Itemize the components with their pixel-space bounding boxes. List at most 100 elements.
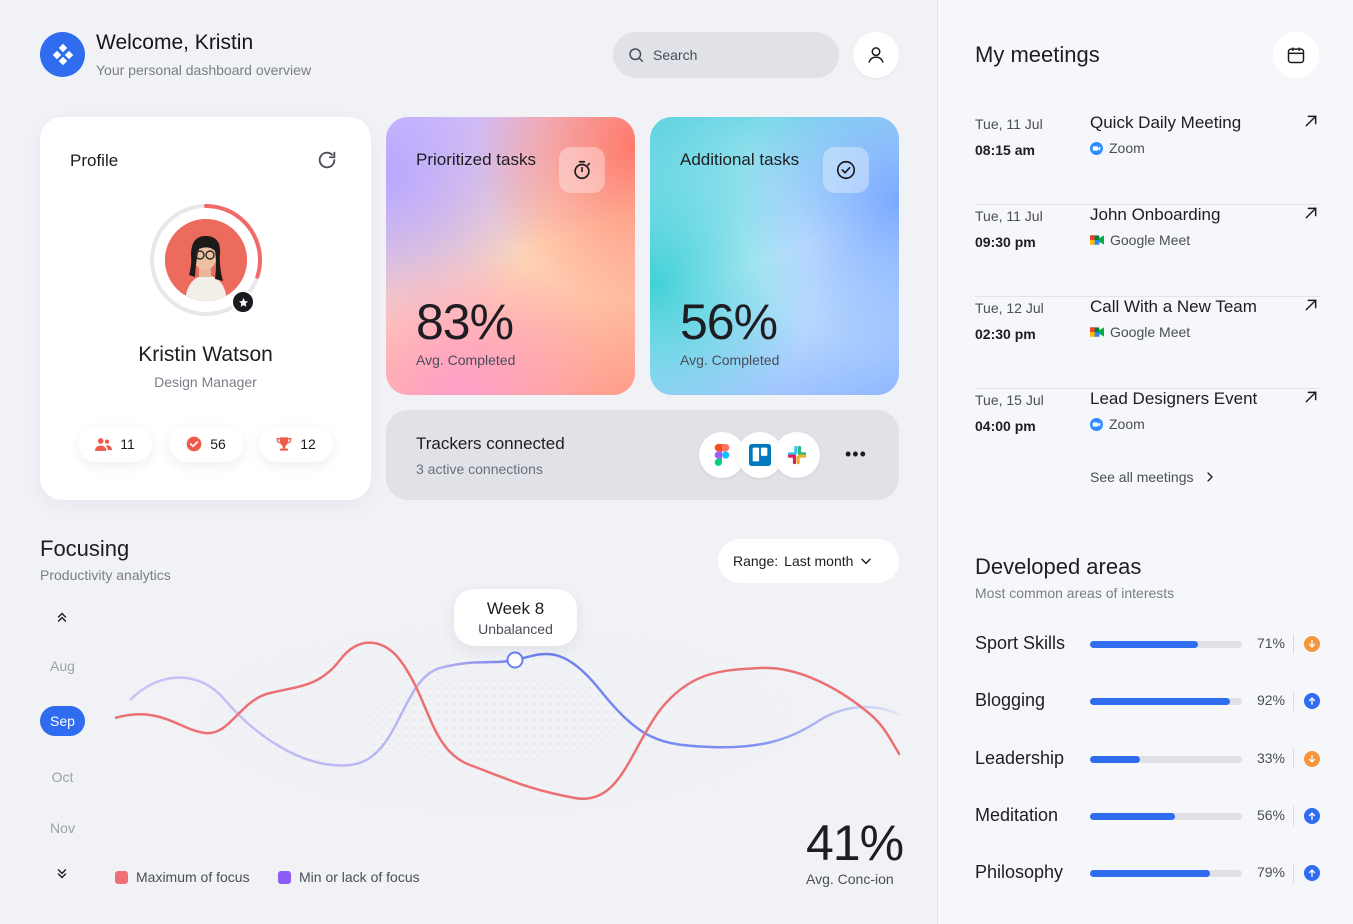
tasks-done-pill[interactable]: 56 [169,426,243,462]
meeting-time: 08:15 am [975,142,1035,158]
skill-progress-bar [1090,698,1242,705]
month-sep[interactable]: Sep [40,706,85,736]
meeting-time: 02:30 pm [975,326,1036,342]
skill-name: Leadership [975,748,1065,768]
meeting-item[interactable]: Tue, 15 Jul 04:00 pm Lead Designers Even… [975,389,1320,481]
open-meeting-button[interactable] [1303,113,1319,134]
meeting-date: Tue, 11 Jul [975,208,1043,224]
month-nov[interactable]: Nov [50,820,75,836]
skill-percent: 79% [1256,864,1285,880]
skill-name: Meditation [975,805,1059,825]
calendar-button[interactable] [1273,32,1319,78]
developed-areas-sub: Most common areas of interests [975,585,1175,601]
meeting-name: John Onboarding [1090,205,1221,224]
month-oct[interactable]: Oct [51,769,74,785]
team-count-pill[interactable]: 11 [78,426,152,462]
meeting-time: 09:30 pm [975,234,1036,250]
skill-percent: 92% [1256,692,1285,708]
zoom-icon [1090,141,1103,155]
divider [1293,863,1294,883]
search-input[interactable]: Search [613,32,839,78]
meeting-item[interactable]: Tue, 11 Jul 08:15 am Quick Daily Meeting… [975,113,1320,205]
meeting-platform: Google Meet [1090,232,1190,248]
scroll-up-button[interactable] [55,610,69,629]
calendar-icon [1287,47,1305,64]
trello-icon [749,444,771,466]
open-meeting-button[interactable] [1303,297,1319,318]
app-logo-icon[interactable] [40,32,85,77]
legend-max-focus: Maximum of focus [115,869,250,885]
additional-tasks-card[interactable]: Additional tasks 56% Avg. Completed [650,117,899,395]
trackers-title: Trackers connected [416,434,565,453]
meeting-item[interactable]: Tue, 11 Jul 09:30 pm John Onboarding Goo… [975,205,1320,297]
range-select[interactable]: Range: Last month [718,539,899,583]
focusing-title: Focusing [40,536,130,561]
refresh-icon [318,151,336,169]
team-count: 11 [120,436,135,452]
platform-label: Google Meet [1110,324,1191,340]
platform-label: Google Meet [1110,232,1191,248]
skill-name: Philosophy [975,862,1064,882]
google-meet-icon [1090,235,1104,245]
tasks-done-count: 56 [210,436,226,452]
meeting-name: Lead Designers Event [1090,389,1258,408]
week-marker[interactable] [506,651,524,669]
trend-up-icon [1304,865,1320,881]
arrow-up-right-icon [1305,299,1317,311]
trend-down-icon [1304,751,1320,767]
slack-app[interactable] [774,432,820,478]
check-badge-icon [186,436,202,452]
trello-app[interactable] [737,432,783,478]
dashboard-main: Welcome, Kristin Your personal dashboard… [40,31,905,887]
refresh-button[interactable] [316,149,338,176]
additional-value: 56% [680,294,778,350]
open-meeting-button[interactable] [1303,205,1319,226]
range-value: Last month [784,553,854,569]
awards-pill[interactable]: 12 [259,426,333,462]
meeting-platform: Zoom [1090,416,1145,432]
platform-label: Zoom [1109,140,1145,156]
divider [1293,691,1294,711]
profile-name: Kristin Watson [138,343,273,366]
skill-progress-fill [1090,813,1176,820]
divider [1293,806,1294,826]
more-options-button[interactable]: ••• [845,444,867,464]
avg-concentration-value: 41% [806,815,904,871]
timer-button[interactable] [559,147,605,193]
range-label: Range: [733,553,779,569]
legend-swatch [278,870,291,884]
skill-progress-bar [1090,756,1242,763]
check-button[interactable] [823,147,869,193]
trend-up-icon [1304,693,1320,709]
meeting-date: Tue, 15 Jul [975,392,1044,408]
prioritized-tasks-card[interactable]: Prioritized tasks 83% Avg. Completed [386,117,635,395]
meeting-date: Tue, 11 Jul [975,116,1043,132]
prioritized-sub: Avg. Completed [416,352,516,368]
user-account-button[interactable] [853,32,899,78]
figma-icon [714,444,730,466]
legend-swatch [115,870,128,884]
month-aug[interactable]: Aug [50,658,75,674]
avatar [165,219,247,301]
chevrons-down-icon [57,869,67,879]
focusing-sub: Productivity analytics [40,567,171,583]
open-meeting-button[interactable] [1303,389,1319,410]
divider [1293,749,1294,769]
skill-progress-fill [1090,641,1198,648]
right-panel: My meetings Tue, 11 Jul 08:15 am Quick D… [937,0,1353,924]
skill-row: Blogging 92% [975,689,1320,713]
check-circle-icon [836,160,856,180]
scroll-down-button[interactable] [55,867,69,886]
skill-progress-fill [1090,870,1211,877]
trophy-icon [276,437,292,451]
skill-percent: 56% [1256,807,1285,823]
meeting-platform: Google Meet [1090,324,1190,340]
skill-row: Leadership 33% [975,747,1320,771]
arrow-up-right-icon [1305,207,1317,219]
star-badge-icon [231,290,255,314]
additional-sub: Avg. Completed [680,352,780,368]
meeting-platform: Zoom [1090,140,1145,156]
skill-row: Philosophy 79% [975,861,1320,885]
see-all-meetings-link[interactable]: See all meetings [1090,469,1216,485]
meeting-item[interactable]: Tue, 12 Jul 02:30 pm Call With a New Tea… [975,297,1320,389]
